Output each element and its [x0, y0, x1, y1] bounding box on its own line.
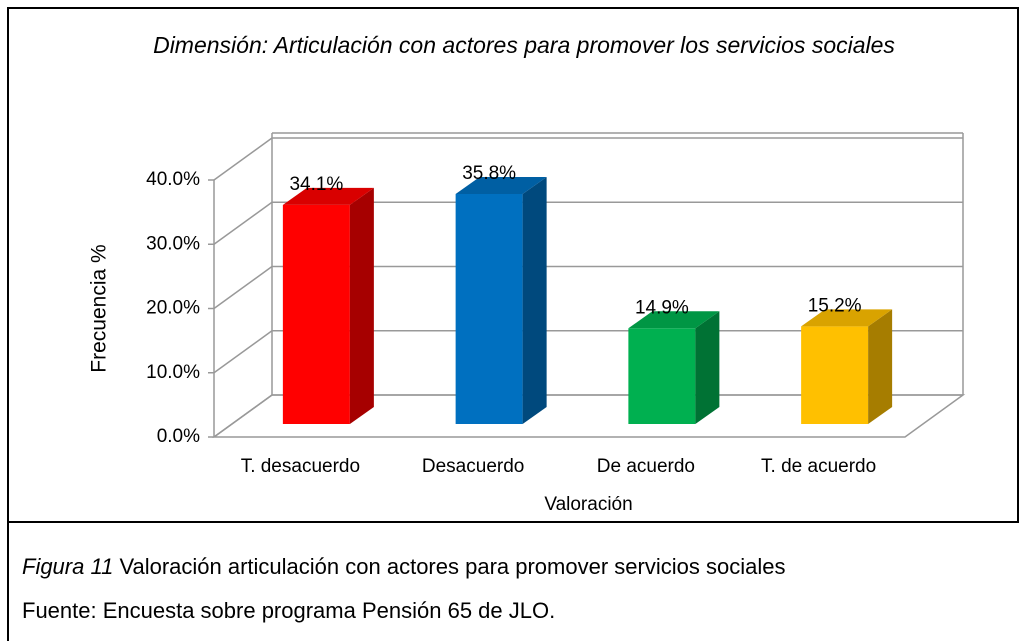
bar-side — [349, 187, 374, 424]
bar-front — [282, 204, 350, 424]
figure-number: Figura 11 — [22, 554, 114, 579]
side-grid-line — [213, 394, 273, 438]
bar-top — [282, 187, 374, 205]
value-label: 14.9% — [635, 297, 689, 318]
y-tick-label: 20.0% — [146, 298, 200, 319]
bar-front — [801, 326, 869, 424]
x-tick-label: T. de acuerdo — [761, 456, 876, 477]
bar-side — [868, 309, 893, 424]
bar-top — [628, 311, 720, 329]
bar-front — [628, 328, 696, 424]
value-label: 15.2% — [808, 295, 862, 316]
bar-front — [455, 193, 523, 424]
side-grid-line — [213, 137, 273, 181]
figure-caption: Figura 11 Valoración articulación con ac… — [22, 554, 785, 580]
side-grid-line — [213, 201, 273, 245]
y-tick-label: 10.0% — [146, 362, 200, 383]
value-label: 34.1% — [289, 174, 343, 195]
y-tick-label: 40.0% — [146, 169, 200, 190]
y-tick-label: 0.0% — [157, 426, 200, 447]
value-label: 35.8% — [462, 163, 516, 184]
y-axis-label: Frecuencia % — [88, 244, 111, 372]
bar-side — [522, 176, 547, 424]
bar-side — [695, 311, 720, 424]
source-caption: Fuente: Encuesta sobre programa Pensión … — [22, 598, 556, 623]
caption-text: Valoración articulación con actores para… — [119, 554, 786, 579]
chart-frame — [7, 7, 1019, 523]
bar-top — [455, 176, 547, 194]
x-tick-label: Desacuerdo — [422, 456, 524, 477]
x-tick-label: T. desacuerdo — [241, 456, 360, 477]
bar-top — [801, 309, 893, 327]
x-tick-label: De acuerdo — [597, 456, 695, 477]
chart-title: Dimensión: Articulación con actores para… — [153, 32, 895, 58]
side-grid-line — [213, 330, 273, 374]
side-grid-line — [213, 265, 273, 310]
x-axis-label: Valoración — [544, 494, 632, 515]
y-tick-label: 30.0% — [146, 233, 200, 254]
